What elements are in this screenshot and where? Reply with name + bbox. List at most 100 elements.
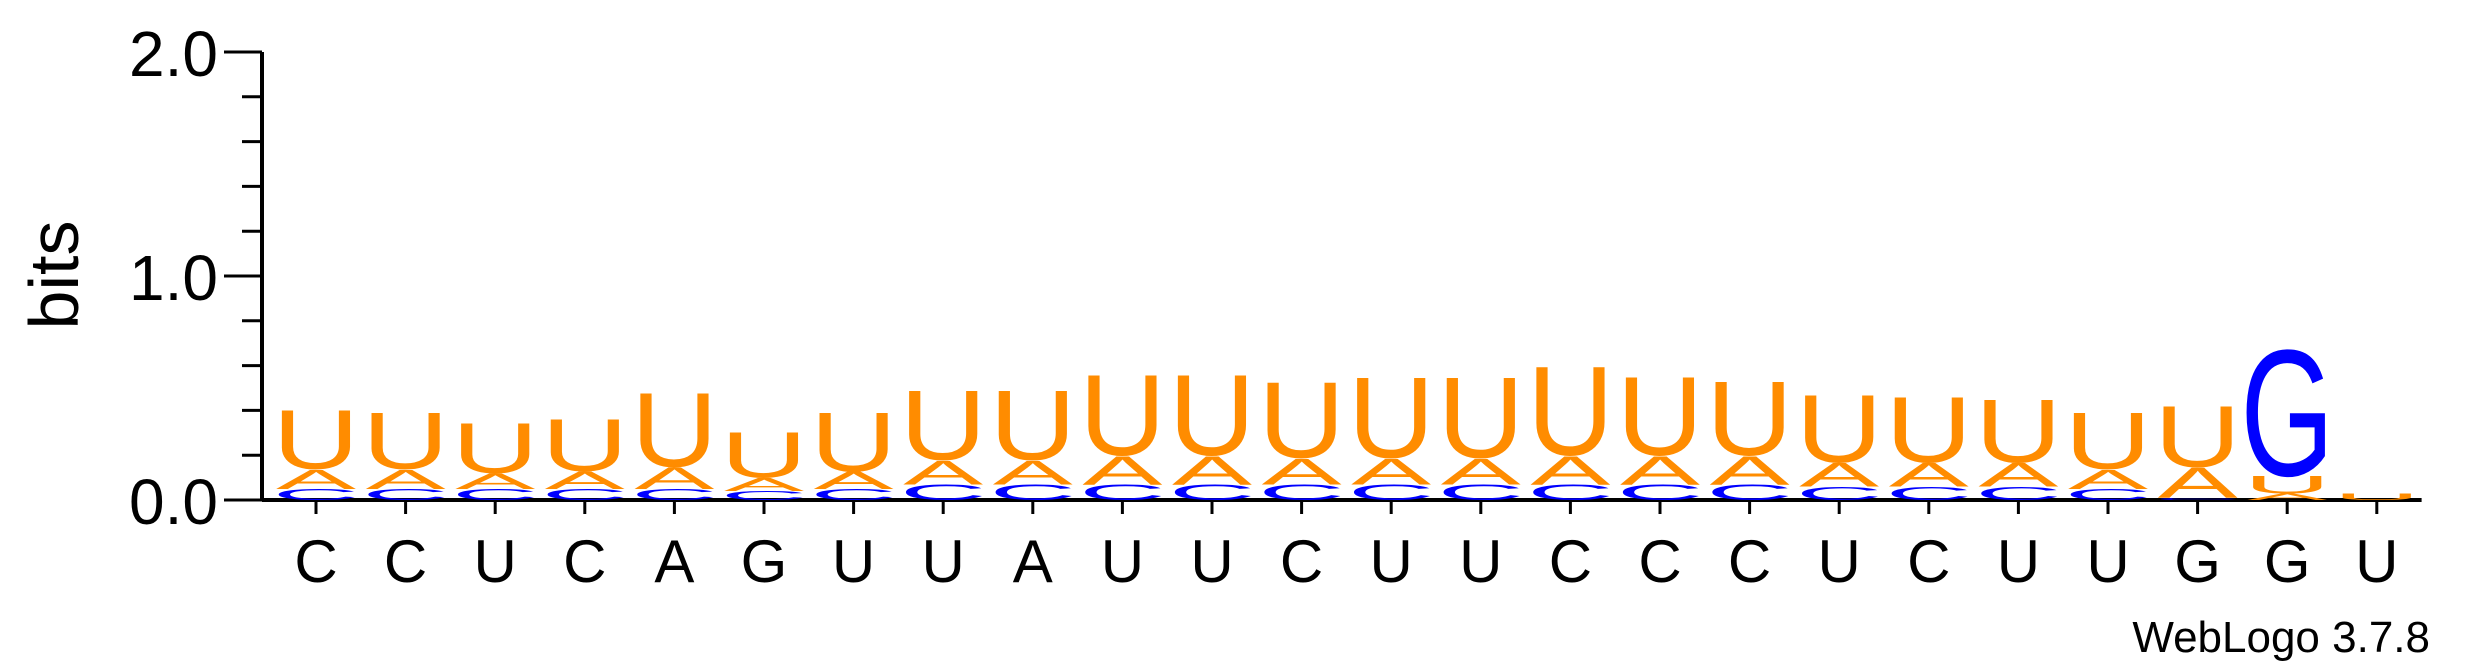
logo-letter-C: C (1169, 481, 1256, 505)
y-axis-label: bits (15, 221, 93, 330)
logo-letter-C: C (721, 489, 808, 503)
logo-letter-U: U (1258, 360, 1345, 482)
logo-column: CAU (1975, 381, 2062, 514)
logo-letter-A: A (366, 464, 446, 495)
logo-letter-A: A (2247, 492, 2327, 502)
logo-letter-U: U (273, 392, 360, 486)
logo-column: CAU (2065, 395, 2152, 514)
logo-letter-U: U (1169, 351, 1256, 479)
logo-letter-U: U (362, 395, 449, 486)
logo-letter-C: C (2065, 486, 2152, 503)
x-tick-label: U (1459, 528, 1502, 595)
logo-letter-U: U (452, 409, 539, 489)
logo-letter-C: C (273, 486, 360, 503)
x-tick-label: A (1013, 528, 1053, 595)
logo-letter-U: U (721, 419, 808, 491)
logo-letter-C: C (452, 486, 539, 503)
logo-letter-C: C (631, 486, 718, 503)
logo-column: CAU (541, 404, 628, 514)
logo-letter-A: A (545, 467, 625, 495)
x-tick-label: C (294, 528, 337, 595)
logo-column: CAU (1348, 354, 1435, 514)
x-tick-label: U (1370, 528, 1413, 595)
logo-letter-A: A (2158, 459, 2239, 508)
logo-letter-U: U (541, 404, 628, 487)
weblogo-credit: WebLogo 3.7.8 (2132, 613, 2430, 662)
x-tick-label: C (1638, 528, 1681, 595)
logo-letter-C: C (1617, 481, 1704, 505)
logo-letter-A: A (455, 469, 536, 493)
logo-letter-G: G (2241, 313, 2334, 514)
logo-letter-C: C (1706, 481, 1793, 505)
logo-column: CAU (452, 409, 539, 514)
x-tick-label: C (563, 528, 606, 595)
logo-letter-C: C (1885, 483, 1972, 504)
logo-letter-A: A (2068, 464, 2148, 495)
x-tick-label: U (832, 528, 875, 595)
logo-letter-C: C (989, 481, 1076, 505)
logo-letter-A: A (276, 464, 356, 495)
logo-letter-C: C (362, 486, 449, 503)
logo-letter-A: A (1262, 451, 1343, 493)
logo-letter-A: A (1530, 448, 1610, 493)
logo-column: U (2333, 492, 2420, 514)
logo-column: CAU (1169, 351, 1256, 514)
x-tick-label: C (1280, 528, 1323, 595)
logo-letter-A: A (1889, 456, 1969, 494)
logo-letter-A: A (1351, 451, 1432, 493)
logo-letter-A: A (1082, 448, 1162, 493)
logo-letter-U: U (989, 370, 1076, 481)
x-tick-label: U (2355, 528, 2398, 595)
logo-column: CAU (273, 392, 360, 514)
logo-letter-C: C (2154, 497, 2241, 500)
x-tick-label: C (1728, 528, 1771, 595)
logo-letter-C: C (1527, 481, 1614, 505)
logo-letter-A: A (1710, 448, 1790, 493)
logo-column: CAU (631, 371, 718, 514)
x-tick-label: U (1101, 528, 1144, 595)
logo-column: CAU (362, 395, 449, 514)
logo-letter-U: U (1079, 351, 1166, 479)
x-tick-label: G (2264, 528, 2311, 595)
logo-letter-A: A (903, 453, 983, 491)
logo-letter-U: U (2333, 492, 2420, 502)
x-tick-label: C (1549, 528, 1592, 595)
logo-letter-C: C (1437, 481, 1524, 505)
x-tick-label: U (1818, 528, 1861, 595)
logo-letter-U: U (2244, 471, 2331, 499)
x-tick-label: A (654, 528, 694, 595)
logo-column: CAU (810, 395, 897, 514)
logo-letter-U: U (1437, 354, 1524, 482)
logo-column: AUG (2241, 313, 2334, 514)
x-tick-label: C (384, 528, 427, 595)
logo-letter-U: U (1617, 354, 1704, 479)
logo-letter-C: C (541, 486, 628, 503)
logo-letter-C: C (810, 486, 897, 503)
y-tick-label: 2.0 (129, 18, 218, 90)
x-tick-label: U (922, 528, 965, 595)
logo-letter-U: U (2065, 395, 2152, 486)
logo-column: CAU (2154, 388, 2241, 514)
logo-letter-C: C (1258, 481, 1345, 505)
logo-column: CAU (1437, 354, 1524, 514)
logo-letter-C: C (900, 481, 987, 505)
logo-column: CAU (721, 419, 808, 514)
logo-letter-U: U (1796, 375, 1883, 483)
x-tick-label: U (1190, 528, 1233, 595)
y-tick-label: 1.0 (129, 242, 218, 314)
logo-letter-U: U (1348, 354, 1435, 482)
logo-letter-A: A (724, 474, 805, 495)
logo-letter-A: A (814, 467, 894, 495)
logo-column: CAU (1617, 354, 1704, 514)
logo-column: CAU (1258, 360, 1345, 514)
logo-column: CAU (1706, 360, 1793, 514)
logo-letter-C: C (1348, 481, 1435, 505)
y-axis: 0.0 1.0 2.0 (129, 18, 2422, 538)
logo-letter-C: C (1975, 483, 2062, 504)
logo-letter-A: A (993, 453, 1073, 491)
logo-column: CAU (900, 370, 987, 514)
x-tick-label: G (2174, 528, 2221, 595)
logo-letter-U: U (1885, 378, 1972, 482)
